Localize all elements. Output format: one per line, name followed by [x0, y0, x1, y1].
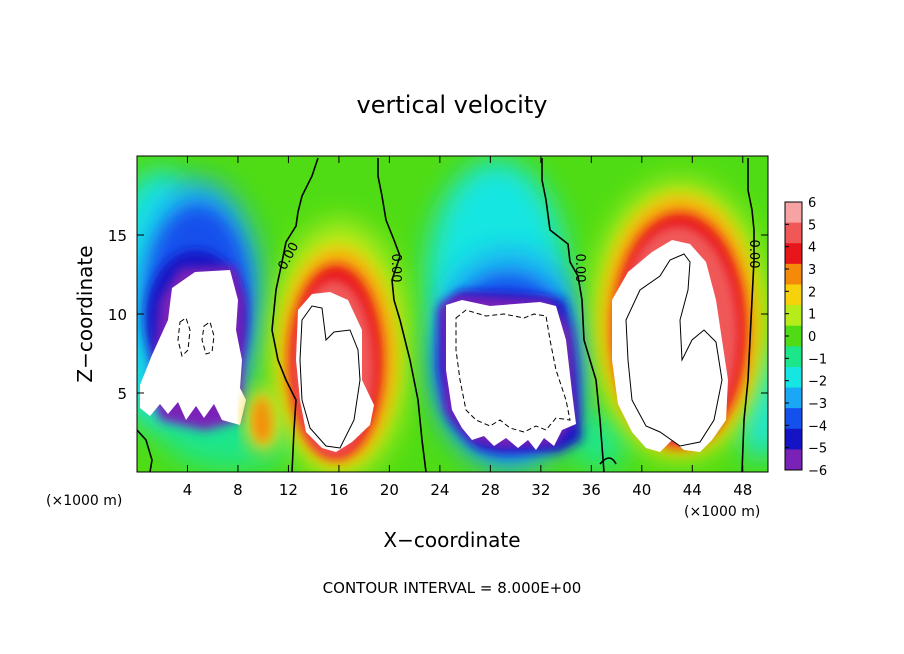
- x-tick-label: 48: [733, 481, 752, 499]
- colorbar-swatch: [785, 366, 802, 389]
- y-axis: 5 10 15: [108, 227, 768, 403]
- colorbar-swatch: [785, 284, 802, 306]
- contour-interval-footer: CONTOUR INTERVAL = 8.000E+00: [323, 579, 582, 597]
- saturated-core-4: [612, 240, 728, 452]
- colorbar-swatch: [785, 408, 802, 430]
- x-tick-label: 4: [183, 481, 193, 499]
- x-tick-label: 20: [380, 481, 399, 499]
- x-tick-label: 16: [329, 481, 348, 499]
- colorbar-swatch: [785, 387, 802, 409]
- y-tick-label: 5: [117, 385, 127, 403]
- colorbar-tick-label: 2: [808, 285, 816, 300]
- x-unit-right: (×1000 m): [684, 504, 760, 520]
- colorbar-tick-label: −6: [808, 464, 827, 479]
- x-tick-label: 24: [430, 481, 449, 499]
- colorbar: 6 5 4 3 2 1 0 −1 −2 −3 −4 −5 −6: [784, 196, 827, 479]
- inner-contours-positive: [299, 253, 723, 449]
- heatmap-field: [137, 156, 768, 472]
- x-axis-label: X−coordinate: [383, 528, 520, 552]
- colorbar-tick-label: −4: [808, 419, 827, 434]
- x-unit-left: (×1000 m): [46, 493, 122, 509]
- colorbar-swatch: [785, 325, 802, 347]
- colorbar-tick-label: 1: [808, 308, 816, 323]
- x-tick-label: 44: [683, 481, 702, 499]
- x-tick-label: 36: [582, 481, 601, 499]
- colorbar-swatch: [785, 202, 802, 224]
- colorbar-tick-label: −5: [808, 442, 827, 457]
- colorbar-tick-label: 5: [808, 218, 816, 233]
- colorbar-tick-label: −3: [808, 397, 827, 412]
- colorbar-tick-label: −1: [808, 352, 827, 367]
- saturated-core-1: [140, 270, 246, 425]
- x-tick-label: 40: [632, 481, 651, 499]
- chart-title: vertical velocity: [357, 91, 548, 119]
- zero-contours: [137, 157, 755, 472]
- x-axis: 4 8 12 16 20 24 28 32 36 40 44 48: [183, 156, 752, 499]
- x-tick-label: 28: [481, 481, 500, 499]
- colorbar-tick-label: 0: [808, 330, 816, 345]
- colorbar-swatch: [785, 222, 802, 244]
- x-tick-label: 8: [233, 481, 243, 499]
- updraft-region-2: [270, 220, 410, 472]
- contour-label: 0.00: [746, 240, 761, 269]
- saturated-core-3: [446, 300, 576, 450]
- y-tick-label: 10: [108, 306, 127, 324]
- colorbar-swatch: [785, 346, 802, 368]
- colorbar-swatch: [785, 449, 802, 471]
- colorbar-tick-label: −2: [808, 375, 827, 390]
- contour-label: 0.00: [572, 254, 587, 283]
- colorbar-tick-label: 3: [808, 263, 816, 278]
- colorbar-swatch: [785, 243, 802, 265]
- colorbar-tick-label: 4: [808, 241, 816, 256]
- x-tick-label: 32: [531, 481, 550, 499]
- colorbar-swatch: [785, 428, 802, 450]
- downdraft-region-1: [138, 180, 262, 430]
- saturated-core-2: [296, 292, 374, 452]
- x-tick-label: 12: [279, 481, 298, 499]
- contour-label: 0.00: [388, 254, 403, 283]
- y-axis-label: Z−coordinate: [73, 245, 97, 382]
- y-tick-label: 15: [108, 227, 127, 245]
- colorbar-swatch: [785, 305, 802, 327]
- downdraft-region-3: [430, 250, 590, 470]
- colorbar-swatch: [785, 263, 802, 285]
- inner-contours-negative: [177, 309, 571, 433]
- colorbar-tick-label: 6: [808, 196, 816, 211]
- updraft-blob-small: [245, 388, 281, 452]
